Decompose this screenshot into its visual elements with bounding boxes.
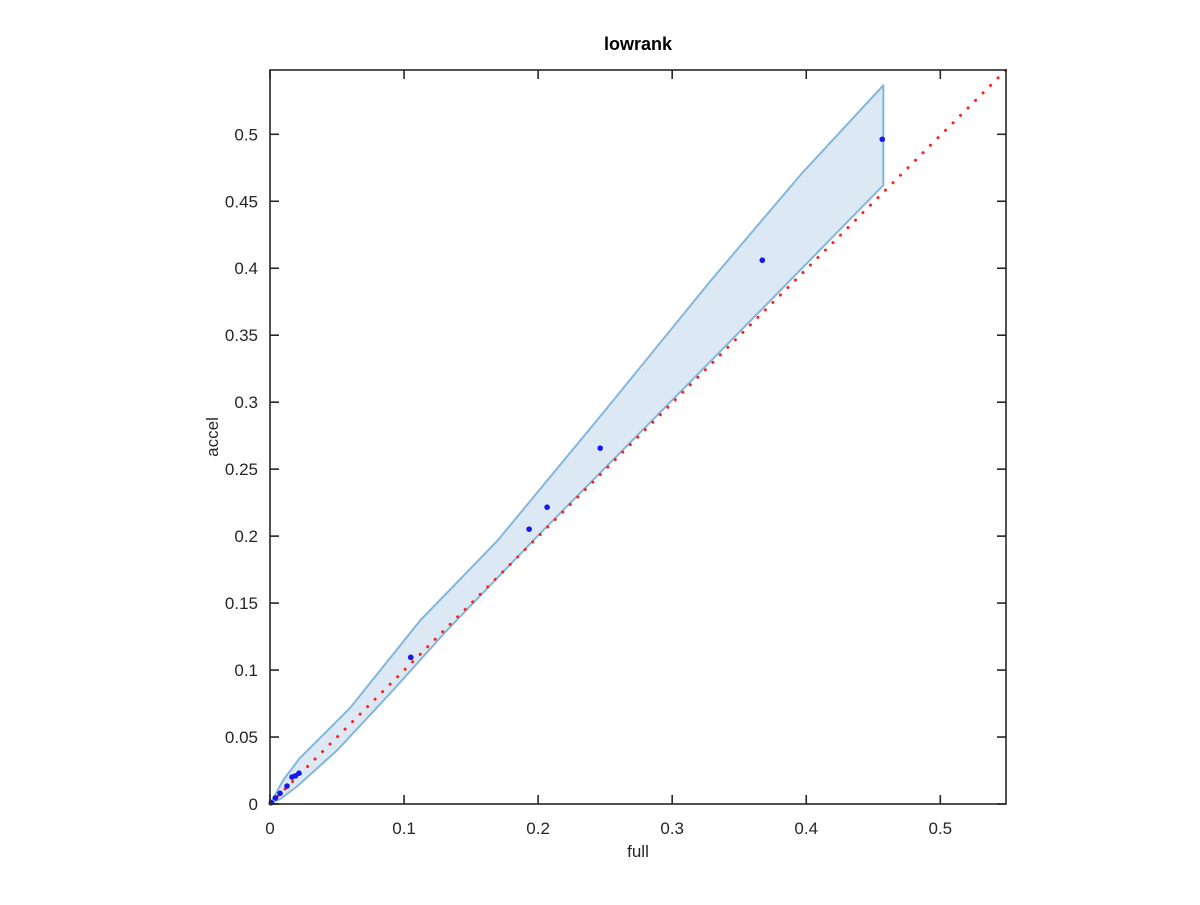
- y-tick-label: 0.4: [234, 259, 258, 278]
- y-tick-label: 0.35: [225, 326, 258, 345]
- accel-vs-full-points-marker: [879, 136, 886, 143]
- x-tick-label: 0.3: [660, 819, 684, 838]
- accel-vs-full-points-marker: [759, 257, 766, 263]
- accel-vs-full-points-marker: [284, 783, 290, 789]
- x-axis-label: full: [627, 842, 649, 861]
- accel-vs-full-points-marker: [597, 445, 603, 451]
- y-tick-label: 0.3: [234, 393, 258, 412]
- chart-title: lowrank: [603, 34, 673, 54]
- accel-vs-full-points-marker: [296, 770, 302, 776]
- y-tick-label: 0.45: [225, 192, 258, 211]
- x-tick-label: 0.1: [392, 819, 416, 838]
- confidence-band: [269, 84, 885, 805]
- y-tick-label: 0.15: [225, 594, 258, 613]
- y-tick-label: 0.05: [225, 728, 258, 747]
- y-axis-label: accel: [203, 417, 222, 457]
- y-tick-label: 0: [249, 795, 258, 814]
- y-tick-label: 0.25: [225, 460, 258, 479]
- y-tick-label: 0.2: [234, 527, 258, 546]
- accel-vs-full-points-marker: [407, 654, 414, 661]
- identity-line: [268, 68, 1008, 806]
- accel-vs-full-points-marker: [277, 790, 283, 797]
- accel-vs-full-points-marker: [526, 526, 532, 532]
- x-tick-label: 0.5: [928, 819, 952, 838]
- x-tick-label: 0.2: [526, 819, 550, 838]
- x-tick-label: 0.4: [794, 819, 818, 838]
- y-tick-label: 0.5: [234, 125, 258, 144]
- y-tick-label: 0.1: [234, 661, 258, 680]
- x-tick-label: 0: [265, 819, 274, 838]
- accel-vs-full-points-marker: [544, 504, 550, 510]
- accel-vs-full-points-marker: [272, 795, 279, 801]
- axes-box: [269, 69, 1007, 805]
